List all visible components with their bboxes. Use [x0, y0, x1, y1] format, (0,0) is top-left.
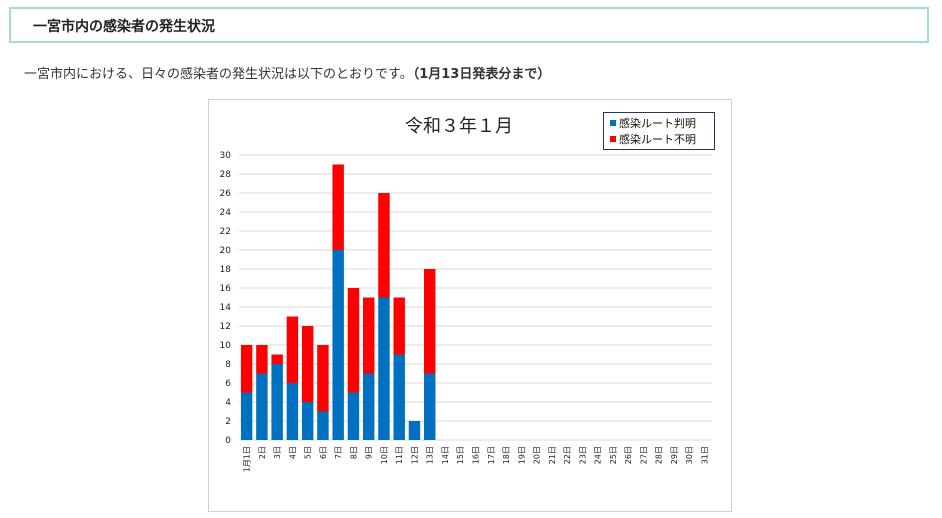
y-tick-label: 8 [225, 360, 231, 370]
bar-segment-unknown [362, 297, 375, 374]
x-tick-label: 31日 [700, 446, 709, 464]
bar-segment-known [424, 373, 436, 440]
x-tick-label: 22日 [563, 446, 572, 464]
bar-segment-known [408, 421, 421, 440]
y-tick-label: 14 [220, 303, 232, 313]
x-tick-label: 27日 [639, 446, 648, 464]
x-tick-label: 8日 [349, 446, 358, 459]
y-tick-label: 2 [225, 417, 231, 427]
y-tick-label: 10 [220, 341, 232, 351]
bar-segment-known [286, 383, 299, 440]
x-tick-label: 17日 [487, 446, 496, 464]
x-tick-label: 6日 [319, 446, 328, 459]
x-tick-label: 15日 [456, 446, 465, 464]
bar-segment-known [240, 392, 253, 440]
bar-segment-unknown [424, 269, 436, 374]
bar-segment-unknown [347, 288, 360, 393]
bar-segment-unknown [301, 326, 314, 402]
y-tick-label: 24 [220, 208, 232, 218]
chart-title: 令和３年１月 [405, 116, 513, 137]
x-tick-label: 4日 [288, 446, 297, 459]
bar-segment-known [362, 373, 375, 440]
x-tick-label: 19日 [517, 446, 526, 464]
chart-container: 0 2 4 6 8 10 12 14 16 18 20 22 24 26 28 30 1月1日 2日 3日 4日 5日 6… [208, 99, 732, 512]
x-tick-label: 29日 [670, 446, 679, 464]
y-tick-label: 6 [225, 379, 231, 389]
x-tick-label: 23日 [578, 446, 587, 464]
x-tick-label: 7日 [334, 446, 343, 459]
x-tick-label: 24日 [594, 446, 603, 464]
x-tick-label: 26日 [624, 446, 633, 464]
legend-label-unknown: 感染ルート不明 [619, 133, 696, 146]
x-tick-label: 10日 [380, 446, 389, 464]
bar-segment-known [271, 364, 283, 440]
intro-text: 一宮市内における、日々の感染者の発生状況は以下のとおりです。 [24, 67, 413, 82]
y-tick-label: 26 [220, 189, 232, 199]
x-tick-label: 16日 [472, 446, 481, 464]
x-tick-label: 1月1日 [243, 446, 252, 472]
bar-segment-unknown [256, 345, 268, 374]
x-tick-label: 18日 [502, 446, 511, 464]
x-tick-label: 9日 [365, 446, 374, 459]
chart-legend: 感染ルート判明 感染ルート不明 [603, 112, 715, 150]
x-tick-label: 5日 [304, 446, 313, 459]
x-tick-label: 2日 [258, 446, 267, 459]
y-tick-label: 0 [225, 436, 231, 446]
x-tick-label: 20日 [533, 446, 542, 464]
legend-item-unknown: 感染ルート不明 [610, 131, 714, 147]
bar-segment-unknown [271, 354, 283, 364]
bar-segment-unknown [286, 316, 299, 383]
x-tick-label: 28日 [655, 446, 664, 464]
x-tick-label: 12日 [410, 446, 419, 464]
x-tick-label: 13日 [426, 446, 435, 464]
page-title: 一宮市内の感染者の発生状況 [33, 19, 215, 35]
y-tick-label: 4 [225, 398, 231, 408]
bar-segment-unknown [378, 193, 390, 298]
bar-segment-known [347, 392, 360, 440]
bar-segment-known [301, 402, 314, 440]
legend-swatch-unknown [610, 136, 616, 142]
legend-item-known: 感染ルート判明 [610, 115, 714, 131]
legend-label-known: 感染ルート判明 [619, 117, 696, 130]
x-tick-label: 14日 [441, 446, 450, 464]
bar-segment-unknown [393, 297, 405, 355]
x-tick-label: 3日 [273, 446, 282, 459]
bar-segment-unknown [317, 345, 329, 412]
bar-segment-known [256, 373, 268, 440]
y-tick-label: 16 [220, 284, 232, 294]
x-tick-label: 30日 [685, 446, 694, 464]
x-tick-label: 25日 [609, 446, 618, 464]
y-tick-label: 22 [220, 227, 231, 237]
bar-segment-known [317, 411, 329, 440]
y-tick-label: 18 [220, 265, 232, 275]
bar-segment-known [378, 297, 390, 440]
y-tick-label: 12 [220, 322, 231, 332]
bar-segment-known [393, 354, 405, 440]
x-tick-label: 11日 [395, 446, 404, 464]
y-tick-label: 28 [220, 170, 232, 180]
y-tick-label: 30 [220, 151, 232, 161]
bar-segment-unknown [240, 345, 253, 393]
y-tick-label: 20 [220, 246, 232, 256]
bar-segment-known [332, 250, 344, 440]
bar-segment-unknown [332, 164, 344, 250]
legend-swatch-known [610, 120, 616, 126]
x-tick-label: 21日 [548, 446, 557, 464]
intro-date-range: （1月13日発表分まで） [412, 67, 551, 82]
section-heading: 一宮市内の感染者の発生状況 [9, 7, 929, 43]
intro-paragraph: 一宮市内における、日々の感染者の発生状況は以下のとおりです。（1月13日発表分ま… [24, 63, 550, 82]
